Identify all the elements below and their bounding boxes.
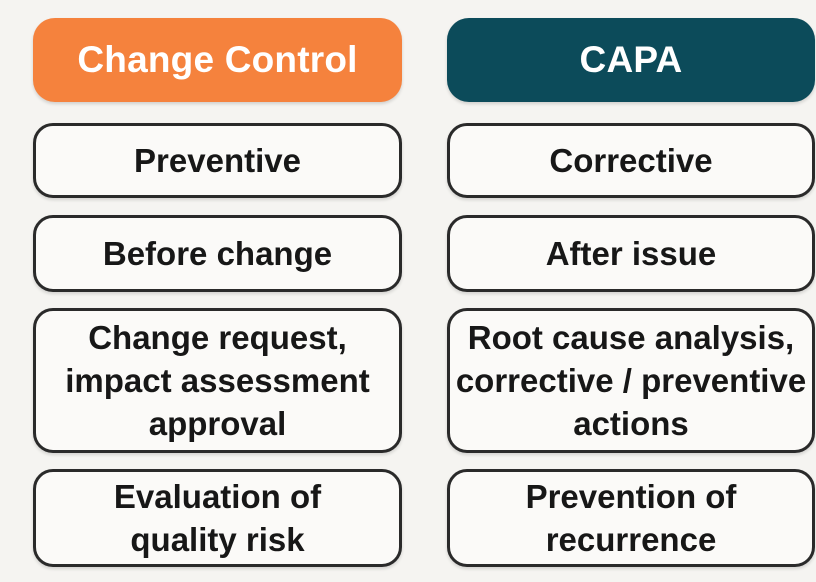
cell-line: After issue xyxy=(545,235,717,272)
cell-corrective: Corrective xyxy=(447,123,815,198)
cell-line: impact assessment xyxy=(65,362,370,399)
cell-preventive: Preventive xyxy=(33,123,402,198)
cell-line: Corrective xyxy=(549,142,713,179)
cell-root-cause-analysis: Root cause analysis, corrective / preven… xyxy=(447,308,815,453)
column-change-control: Change Control Preventive Before change … xyxy=(33,18,402,567)
cell-line: Before change xyxy=(102,235,333,272)
cell-line: Root cause analysis, xyxy=(467,319,795,356)
cell-after-issue: After issue xyxy=(447,215,815,292)
cell-line: recurrence xyxy=(545,521,717,558)
change-control-header: Change Control xyxy=(33,18,402,102)
cell-line: Prevention of xyxy=(525,478,737,515)
cell-line: actions xyxy=(573,405,689,442)
cell-line: quality risk xyxy=(130,521,305,558)
cell-line: approval xyxy=(148,405,287,442)
cell-before-change: Before change xyxy=(33,215,402,292)
capa-header: CAPA xyxy=(447,18,815,102)
cell-prevention-of-recurrence: Prevention of recurrence xyxy=(447,469,815,567)
cell-line: corrective / preventive xyxy=(455,362,807,399)
cell-line: Evaluation of xyxy=(113,478,322,515)
cell-change-request-process: Change request, impact assessment approv… xyxy=(33,308,402,453)
cell-quality-risk-evaluation: Evaluation of quality risk xyxy=(33,469,402,567)
cell-line: Preventive xyxy=(134,142,301,179)
column-capa: CAPA Corrective After issue Root cause a… xyxy=(447,18,815,567)
cell-line: Change request, xyxy=(88,319,347,356)
